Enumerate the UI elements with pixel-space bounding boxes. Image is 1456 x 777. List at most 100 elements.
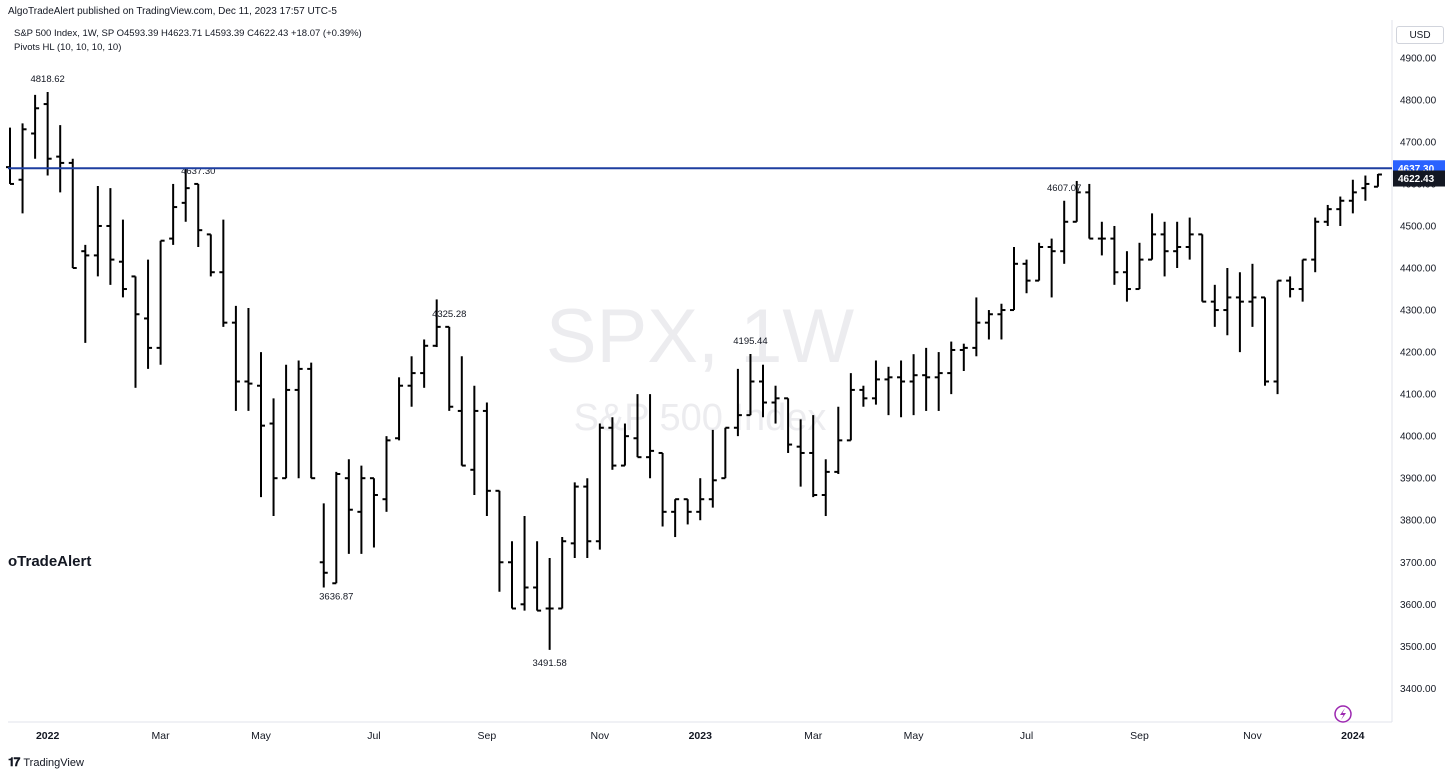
ohlc-bar — [231, 305, 240, 411]
ohlc-bar — [81, 244, 90, 343]
ohlc-bar — [1286, 276, 1295, 298]
watermark-symbol: SPX, 1W — [546, 294, 855, 379]
time-tick-label: 2024 — [1341, 730, 1365, 742]
pivot-label: 3491.58 — [532, 658, 566, 669]
ohlc-bar — [533, 541, 542, 612]
time-tick-label: May — [904, 730, 925, 742]
ohlc-bar — [457, 356, 466, 467]
ohlc-bar — [332, 471, 341, 585]
ohlc-bar — [620, 423, 629, 467]
price-tick-label: 4000.00 — [1400, 432, 1437, 443]
symbol-ohlc-line[interactable]: S&P 500 Index, 1W, SP O4593.39 H4623.71 … — [14, 28, 362, 39]
pivot-labels: 4818.62 4637.30 3636.87 4325.28 3491.58 4195.… — [30, 74, 1081, 669]
ohlc-bar — [683, 498, 692, 525]
watermark-name: S&P 500 Index — [574, 397, 827, 439]
ohlc-bar — [43, 92, 52, 176]
price-axis[interactable]: 3400.00 3500.00 3600.00 3700.00 3800.00 3900.… — [1393, 53, 1445, 695]
time-axis[interactable]: 2022 Mar May Jul Sep Nov 2023 Mar May Jul Sep Nov 20… — [36, 730, 1365, 742]
time-tick-label: Jul — [1020, 730, 1033, 742]
pivot-label: 4195.44 — [733, 336, 767, 347]
ohlc-bar — [721, 426, 730, 480]
ohlc-bar — [1323, 204, 1332, 226]
ohlc-bar — [922, 347, 931, 411]
ohlc-bar — [1223, 268, 1232, 336]
ohlc-bar — [909, 354, 918, 416]
ohlc-bar — [244, 307, 253, 411]
ohlc-bar — [984, 310, 993, 340]
svg-text:4637.30: 4637.30 — [1398, 164, 1435, 175]
tradingview-footer[interactable]: 𝟏𝟕 TradingView — [8, 755, 84, 770]
price-tick-label: 3400.00 — [1400, 684, 1437, 695]
ohlc-bar — [495, 489, 504, 592]
ohlc-bar — [1210, 284, 1219, 327]
ohlc-bar — [633, 394, 642, 459]
price-tick-label: 4800.00 — [1400, 95, 1437, 106]
ohlc-bar — [1047, 238, 1056, 298]
currency-button[interactable]: USD — [1396, 26, 1444, 44]
publisher-line: AlgoTradeAlert published on TradingView.… — [8, 6, 337, 17]
ohlc-bar — [997, 303, 1006, 340]
ohlc-bar — [608, 417, 617, 470]
ohlc-bar — [1097, 221, 1106, 256]
ohlc-bar — [194, 182, 203, 247]
ohlc-bar — [545, 558, 554, 650]
ohlc-bar — [1135, 242, 1144, 291]
ohlc-bar — [1336, 196, 1345, 226]
ohlc-bar — [1085, 183, 1094, 240]
ohlc-bar — [269, 398, 278, 517]
ohlc-bar — [144, 259, 153, 369]
ohlc-bar — [583, 478, 592, 559]
price-tick-label: 4400.00 — [1400, 264, 1437, 275]
ohlc-bar — [771, 385, 780, 424]
ohlc-bar — [369, 477, 378, 548]
pivot-label: 4325.28 — [432, 309, 466, 320]
ohlc-bar — [1373, 173, 1382, 188]
ohlc-bar — [1311, 217, 1320, 273]
price-tick-label: 4300.00 — [1400, 306, 1437, 317]
ohlc-bar — [6, 127, 14, 185]
ohlc-bar — [131, 275, 140, 388]
ohlc-bar — [1348, 179, 1357, 214]
ohlc-bar — [508, 541, 516, 610]
ohlc-bar — [382, 436, 391, 512]
ohlc-bar — [821, 459, 830, 517]
ohlc-bar — [56, 125, 65, 193]
lightning-icon[interactable] — [1334, 705, 1352, 723]
price-tick-label: 4900.00 — [1400, 53, 1437, 64]
ohlc-bar — [395, 377, 404, 441]
ohlc-bar — [947, 341, 956, 395]
time-tick-label: Mar — [804, 730, 823, 742]
ohlc-bar — [1060, 200, 1069, 264]
pivot-label: 4637.30 — [181, 166, 215, 177]
symbol-watermark: SPX, 1W S&P 500 Index — [546, 294, 855, 439]
ohlc-bar — [1122, 251, 1131, 302]
ohlc-bar — [859, 385, 868, 407]
ohlc-bar — [432, 299, 441, 348]
ohlc-bar — [759, 364, 767, 418]
price-tick-label: 3900.00 — [1400, 474, 1437, 485]
pivot-label: 3636.87 — [319, 591, 353, 602]
time-tick-label: Nov — [591, 730, 610, 742]
indicator-legend[interactable]: Pivots HL (10, 10, 10, 10) — [14, 42, 122, 53]
ohlc-bar — [1185, 217, 1194, 260]
time-tick-label: 2022 — [36, 730, 60, 742]
ohlc-bar — [1148, 213, 1157, 261]
ohlc-bars — [6, 92, 1382, 650]
price-tick-label: 4200.00 — [1400, 348, 1437, 359]
ohlc-bar — [884, 366, 893, 416]
pivot-label: 4818.62 — [30, 74, 64, 85]
footer-brand: TradingView — [23, 756, 84, 769]
ohlc-bar — [1173, 221, 1182, 269]
ohlc-bar — [1160, 221, 1169, 277]
ohlc-bar — [219, 219, 228, 327]
ohlc-bar — [344, 459, 353, 554]
ohlc-bar — [118, 219, 127, 298]
ohlc-bar — [1072, 180, 1081, 223]
ohlc-bar — [319, 503, 328, 588]
tv-logo-icon: 𝟏𝟕 — [8, 755, 20, 769]
time-tick-label: Sep — [1130, 730, 1149, 742]
ohlc-bar — [570, 482, 579, 559]
ohlc-bar — [420, 339, 429, 388]
time-tick-label: Sep — [478, 730, 497, 742]
